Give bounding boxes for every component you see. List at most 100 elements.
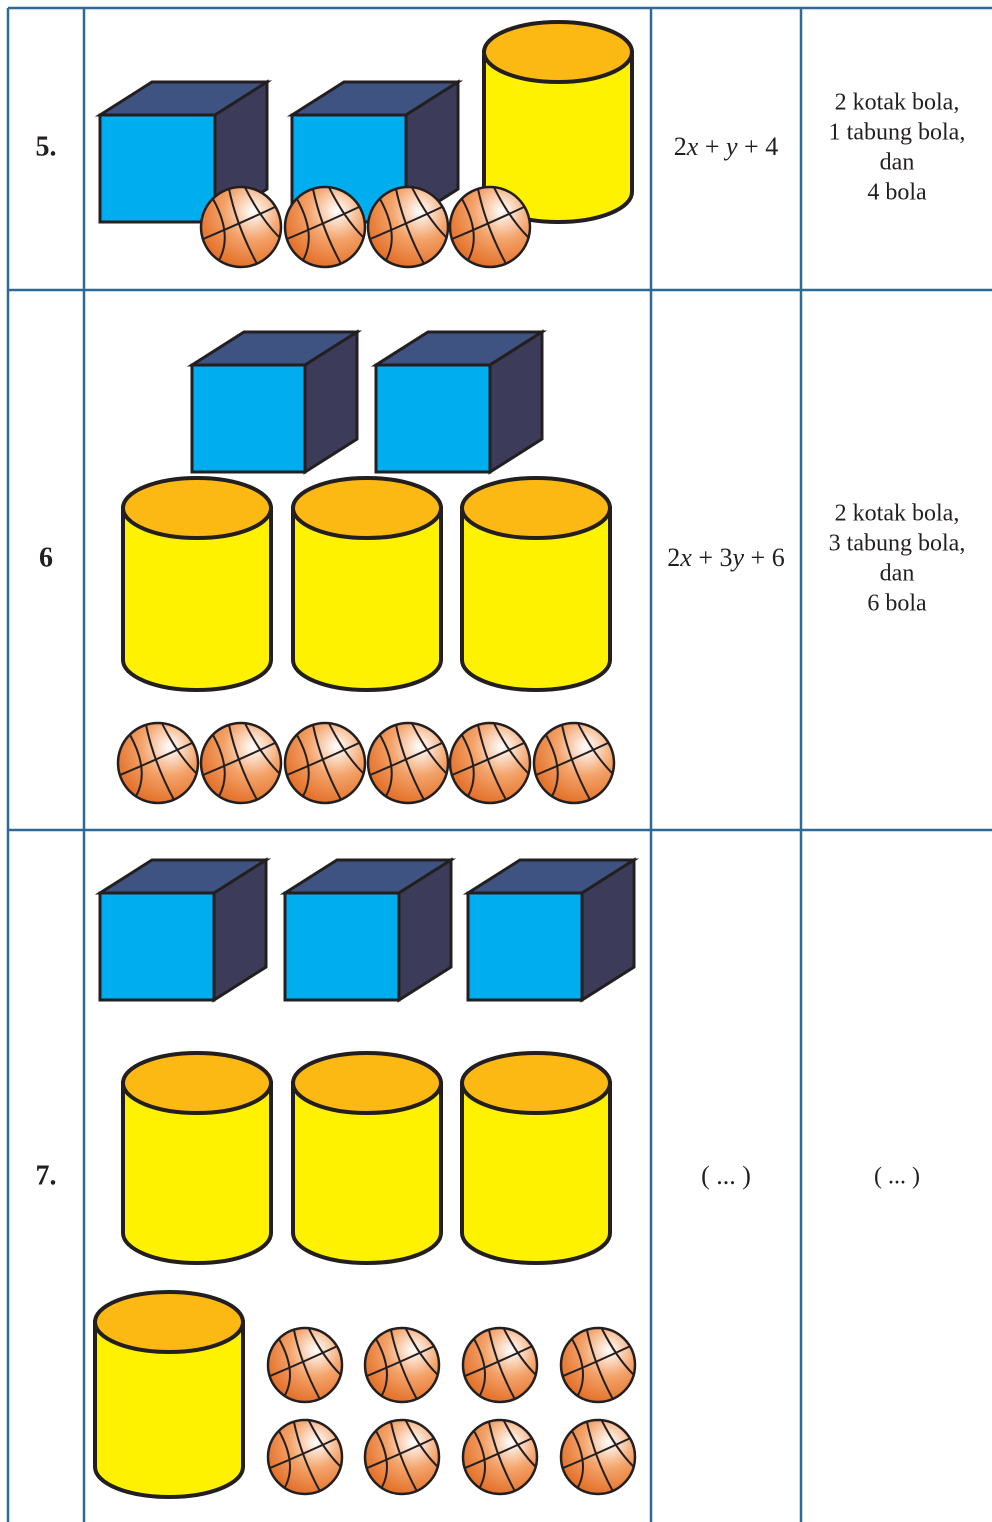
ball-line bbox=[464, 1437, 532, 1470]
ball-line bbox=[493, 722, 529, 774]
ball-line bbox=[161, 722, 197, 774]
ball-line bbox=[244, 722, 280, 774]
ball-icon bbox=[363, 1418, 441, 1496]
ball-icon bbox=[266, 1418, 344, 1496]
description-line: 3 tabung bola, bbox=[829, 531, 966, 557]
ball-icon bbox=[532, 721, 616, 805]
box-icon bbox=[94, 857, 272, 1003]
box-icon bbox=[186, 329, 363, 475]
description-line: 6 bola bbox=[867, 591, 927, 617]
tube-body bbox=[291, 1081, 443, 1265]
ball-icon bbox=[199, 185, 283, 269]
expression: 2x + y + 4 bbox=[674, 132, 778, 161]
ball-line bbox=[487, 1329, 516, 1400]
ball-line bbox=[487, 1421, 516, 1492]
box-icon bbox=[462, 857, 640, 1003]
ball-line bbox=[577, 722, 613, 774]
ball-icon bbox=[366, 721, 450, 805]
ball-icon bbox=[283, 185, 367, 269]
description-line: dan bbox=[880, 561, 915, 587]
ball-line bbox=[477, 724, 507, 801]
ball-line bbox=[328, 722, 364, 774]
tube-icon bbox=[482, 20, 634, 224]
ball-icon bbox=[559, 1418, 637, 1496]
ball-line bbox=[395, 188, 425, 265]
ball-line bbox=[562, 1345, 630, 1378]
ball-line bbox=[461, 734, 475, 797]
ball-icon bbox=[461, 1326, 539, 1404]
ball-line bbox=[585, 1329, 614, 1400]
ball-line bbox=[545, 734, 559, 797]
ball-line bbox=[375, 1430, 388, 1489]
ball-line bbox=[404, 1419, 438, 1467]
row-number: 5. bbox=[36, 131, 57, 162]
description-line: 1 tabung bola, bbox=[829, 120, 966, 146]
tube-body bbox=[460, 506, 612, 692]
tube-top bbox=[121, 476, 273, 540]
ball-line bbox=[129, 734, 143, 797]
ball-line bbox=[292, 1329, 321, 1400]
ball-line bbox=[269, 1437, 337, 1470]
table-grid bbox=[6, 6, 992, 1522]
ball-line bbox=[461, 198, 475, 261]
ball-line bbox=[307, 1419, 341, 1467]
ball-line bbox=[600, 1327, 634, 1375]
ball-line bbox=[535, 742, 609, 776]
tube-icon bbox=[93, 1290, 245, 1499]
ball-line bbox=[451, 742, 525, 776]
ball-line bbox=[296, 734, 310, 797]
ball-line bbox=[286, 742, 360, 776]
box-front bbox=[190, 363, 307, 474]
description-line: 4 bola bbox=[867, 180, 927, 206]
box-front bbox=[374, 363, 492, 474]
tube-icon bbox=[460, 1051, 612, 1265]
tube-body bbox=[460, 1081, 612, 1265]
tube-icon bbox=[121, 1051, 273, 1265]
tube-icon bbox=[460, 476, 612, 692]
ball-line bbox=[389, 1329, 418, 1400]
ball-line bbox=[292, 1421, 321, 1492]
tube-top bbox=[291, 1051, 443, 1115]
ball-line bbox=[477, 188, 507, 265]
ball-icon bbox=[448, 185, 532, 269]
ball-line bbox=[502, 1419, 536, 1467]
ball-line bbox=[389, 1421, 418, 1492]
tube-icon bbox=[121, 476, 273, 692]
tube-body bbox=[93, 1320, 245, 1499]
ball-line bbox=[312, 724, 342, 801]
ball-icon bbox=[199, 721, 283, 805]
tube-top bbox=[482, 20, 634, 84]
ball-icon bbox=[461, 1418, 539, 1496]
description-line: ( ... ) bbox=[874, 1164, 920, 1190]
ball-icon bbox=[366, 185, 450, 269]
tube-top bbox=[291, 476, 443, 540]
tube-body bbox=[121, 506, 273, 692]
ball-line bbox=[212, 734, 226, 797]
ball-line bbox=[119, 742, 193, 776]
ball-line bbox=[411, 722, 447, 774]
ball-line bbox=[562, 1437, 630, 1470]
tube-icon bbox=[291, 476, 443, 692]
ball-icon bbox=[116, 721, 200, 805]
expression: ( ... ) bbox=[701, 1161, 751, 1190]
ball-line bbox=[296, 198, 310, 261]
description-line: dan bbox=[880, 150, 915, 176]
ball-line bbox=[212, 198, 226, 261]
description-line: 2 kotak bola, bbox=[835, 501, 960, 527]
ball-icon bbox=[283, 721, 367, 805]
ball-line bbox=[307, 1327, 341, 1375]
tube-icon bbox=[291, 1051, 443, 1265]
ball-line bbox=[228, 188, 258, 265]
ball-line bbox=[312, 188, 342, 265]
ball-line bbox=[269, 1345, 337, 1378]
ball-line bbox=[561, 724, 591, 801]
ball-icon bbox=[448, 721, 532, 805]
ball-icon bbox=[266, 1326, 344, 1404]
ball-line bbox=[571, 1430, 584, 1489]
ball-line bbox=[369, 206, 443, 240]
row-number: 6 bbox=[39, 542, 53, 573]
ball-line bbox=[369, 742, 443, 776]
ball-line bbox=[375, 1338, 388, 1397]
box-front bbox=[98, 891, 216, 1002]
tube-top bbox=[121, 1051, 273, 1115]
